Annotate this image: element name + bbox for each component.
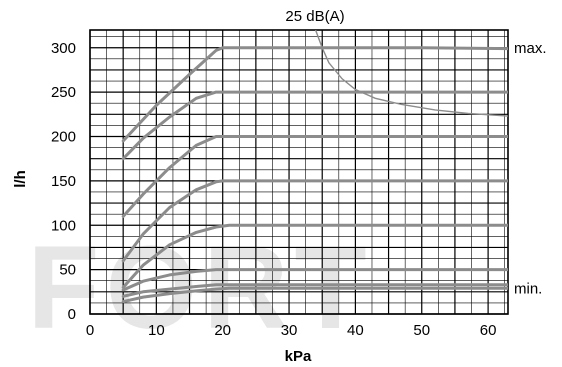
x-tick-label: 50 [413,322,430,339]
x-tick-label: 40 [347,322,364,339]
x-tick-label: 0 [86,322,94,339]
x-tick-label: 30 [281,322,298,339]
plot-frame [89,29,509,315]
series-line-6 [121,268,508,292]
y-tick-label: 150 [51,173,76,190]
y-tick-label: 100 [51,217,76,234]
series-line-8 [121,286,508,304]
y-axis-title: l/h [12,170,29,188]
noise-curve-line [314,30,508,117]
y-tick-label: 50 [59,262,76,279]
x-tick-label: 10 [148,322,165,339]
min-label: min. [514,280,542,297]
series-line-3 [121,135,508,218]
series-line-4 [121,179,508,263]
x-axis-title: kPa [285,348,312,365]
series-line-2 [121,90,508,161]
y-tick-label: 200 [51,129,76,146]
noise-curve-label: 25 dB(A) [285,8,344,25]
max-label: max. [514,40,547,57]
series-line-7 [121,283,508,298]
y-tick-label: 300 [51,40,76,57]
x-tick-label: 60 [480,322,497,339]
series-line-1 [121,46,508,143]
x-tick-label: 20 [214,322,231,339]
y-tick-label: 250 [51,84,76,101]
series-line-5 [121,223,508,289]
y-tick-label: 0 [68,306,76,323]
noise-curve-group [314,30,508,117]
